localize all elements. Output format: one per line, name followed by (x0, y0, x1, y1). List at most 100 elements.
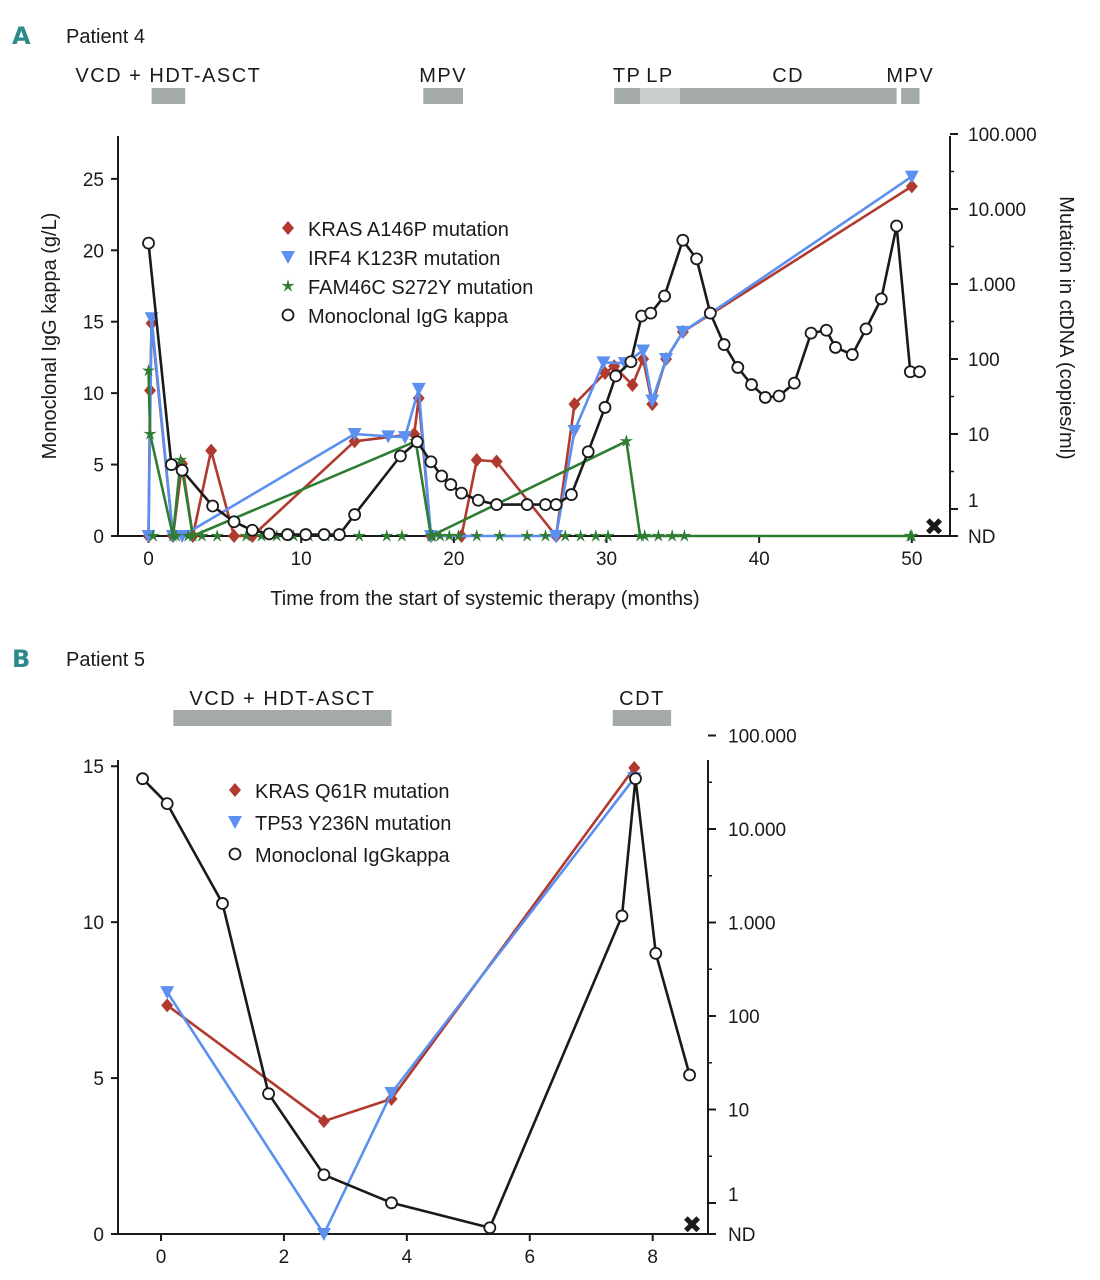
kras-data-point (905, 179, 918, 194)
x-tick-label: 0 (143, 549, 154, 570)
fam-nd-point (493, 529, 507, 542)
treatment-bar-0 (173, 710, 392, 726)
igg-data-point (216, 897, 229, 910)
igg-data-point (758, 391, 772, 404)
x-tick-label: 8 (647, 1247, 658, 1268)
panel-a-title: Patient 4 (66, 26, 145, 48)
igg-data-point (227, 515, 241, 529)
igg-data-point (539, 498, 552, 511)
legend-label: FAM46C S272Y mutation (308, 277, 533, 299)
fam-nd-point (601, 529, 615, 542)
igg-data-point (845, 348, 859, 361)
x-tick-label: 4 (402, 1247, 413, 1268)
igg-data-point (471, 493, 485, 507)
kras-data-point (626, 378, 639, 393)
treatment-bar-0 (151, 88, 186, 104)
y2-tick-label: 1.000 (968, 275, 1016, 296)
x-tick-label: 40 (749, 549, 770, 570)
igg-data-point (658, 289, 671, 303)
x-tick-label: 20 (443, 549, 464, 570)
irf4-data-point (636, 344, 651, 358)
igg-data-point (890, 219, 903, 233)
igg-data-point (717, 338, 731, 351)
igg-data-point (142, 236, 155, 250)
igg-data-point (624, 355, 638, 369)
fam-nd-point (254, 529, 269, 542)
irf4-data-point (381, 430, 396, 444)
igg-data-point (859, 322, 873, 336)
y2-tick-label: 1 (728, 1185, 739, 1206)
treatment-label-4: CD (772, 65, 804, 87)
irf4-data-point (384, 1087, 399, 1101)
panel-a-y2-axis-label: Mutation in ctDNA (copies/ml) (1055, 196, 1077, 459)
fam-nd-point (665, 529, 679, 542)
treatment-bar-1 (423, 88, 464, 104)
legend-label: KRAS Q61R mutation (255, 781, 450, 803)
x-tick-label: 10 (291, 549, 312, 570)
igg-data-point (262, 527, 276, 541)
igg-data-point (690, 252, 703, 266)
fam-data-point (173, 453, 188, 466)
igg-data-point (410, 435, 424, 449)
fam-nd-point (470, 529, 484, 542)
y-tick-label: 10 (83, 913, 104, 934)
legend-label: Monoclonal IgGkappa (255, 845, 450, 867)
igg-data-point (913, 365, 926, 379)
irf4-data-point (347, 428, 362, 441)
igg-data-point (644, 306, 658, 320)
legend-marker-igg (281, 308, 295, 322)
igg-data-point (262, 1087, 275, 1101)
y2-tick-label: 10.000 (728, 820, 786, 841)
legend-marker-kras (282, 221, 294, 235)
panel-b-axes: 0 2 4 6 8 0 5 10 15 ND 1 10 100 1.000 10.000 100.000 (83, 727, 797, 1269)
y2-tick-label: 100 (728, 1007, 760, 1028)
x-tick-label: 0 (156, 1247, 167, 1268)
kras-data-point (228, 529, 241, 543)
fam-nd-point (442, 529, 456, 542)
igg-data-point (549, 498, 563, 511)
igg-data-point (629, 772, 642, 786)
fam-nd-point (573, 529, 588, 542)
igg-data-point (520, 498, 534, 511)
igg-data-point (483, 1221, 497, 1235)
igg-data-point (206, 499, 220, 513)
y-tick-label: 10 (83, 384, 104, 405)
igg-data-point (615, 909, 629, 923)
fam-nd-point (352, 529, 366, 542)
kras-series-line (147, 185, 913, 538)
y2-tick-label: 1 (968, 491, 979, 512)
igg-data-point (348, 508, 362, 521)
panel-a-plot-area: ✖ (141, 170, 944, 543)
irf4-data-point (175, 530, 190, 543)
fam-nd-point (558, 529, 572, 542)
igg-data-point (317, 1168, 331, 1182)
y2-tick-label: 1.000 (728, 914, 776, 935)
fam-nd-point (451, 529, 466, 542)
igg-data-point (317, 528, 331, 541)
y-tick-label: 15 (83, 757, 104, 778)
irf4-series-line (147, 175, 913, 538)
igg-data-point (804, 326, 818, 340)
igg-data-point (175, 463, 189, 477)
y-tick-label: 0 (93, 1225, 104, 1246)
fam-nd-point (433, 529, 447, 542)
igg-data-point (245, 523, 259, 537)
legend-label: KRAS A146P mutation (308, 219, 509, 241)
y2-tick-label: 10 (968, 425, 989, 446)
igg-data-point (598, 401, 612, 414)
death-marker: ✖ (682, 1212, 702, 1239)
y2-tick-label: 10 (728, 1101, 749, 1122)
irf4-data-point (549, 530, 564, 543)
igg-data-point (703, 306, 717, 320)
y2-tick-label: ND (728, 1225, 755, 1246)
igg-data-point (385, 1196, 398, 1210)
igg-data-point (609, 369, 623, 383)
legend-marker-kras (229, 783, 241, 797)
fam-data-point (166, 529, 180, 542)
fam-nd-point (195, 529, 209, 542)
legend-marker-irf4 (228, 816, 242, 829)
treatment-label-3: LP (646, 65, 673, 87)
kras-series-line (166, 767, 636, 1123)
y2-tick-label: 100.000 (728, 727, 797, 748)
kras-data-point (628, 760, 641, 775)
